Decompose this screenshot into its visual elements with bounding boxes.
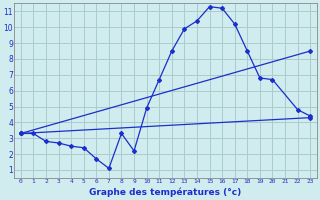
X-axis label: Graphe des températures (°c): Graphe des températures (°c)	[89, 187, 242, 197]
